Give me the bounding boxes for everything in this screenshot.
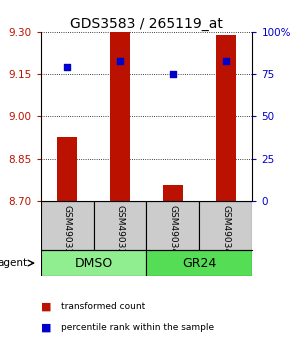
Point: [224, 58, 228, 63]
Text: ■: ■: [41, 301, 51, 311]
Text: ■: ■: [41, 322, 51, 332]
Point: [65, 64, 69, 70]
Text: GSM490341: GSM490341: [221, 205, 230, 259]
Text: agent: agent: [0, 258, 27, 268]
Point: [118, 58, 122, 63]
Bar: [41, 201, 93, 250]
Text: GSM490338: GSM490338: [63, 205, 72, 259]
Bar: [146, 250, 252, 276]
Bar: [200, 201, 252, 250]
Bar: [110, 29, 130, 201]
Text: transformed count: transformed count: [61, 302, 145, 311]
Bar: [57, 137, 77, 201]
Bar: [216, 35, 236, 201]
Bar: [93, 201, 146, 250]
Point: [171, 71, 175, 77]
Text: GSM490340: GSM490340: [168, 205, 177, 259]
Text: DMSO: DMSO: [75, 257, 113, 269]
Bar: [163, 185, 183, 201]
Title: GDS3583 / 265119_at: GDS3583 / 265119_at: [70, 17, 223, 31]
Bar: [41, 250, 146, 276]
Bar: [146, 201, 200, 250]
Text: GR24: GR24: [182, 257, 217, 269]
Text: GSM490339: GSM490339: [115, 205, 124, 259]
Text: percentile rank within the sample: percentile rank within the sample: [61, 323, 214, 332]
